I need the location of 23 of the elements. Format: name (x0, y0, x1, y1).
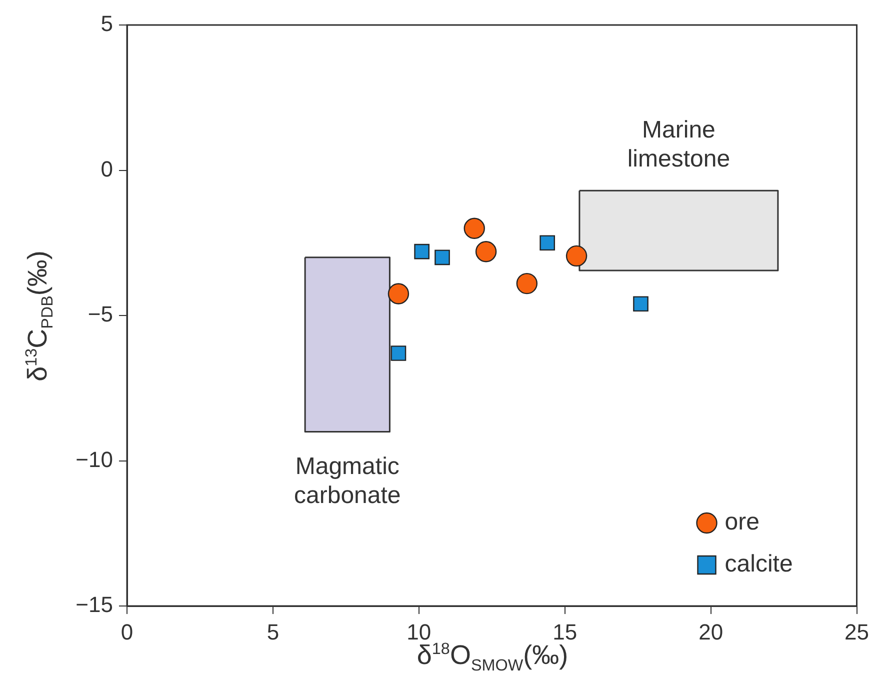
x-tick-label: 20 (698, 619, 724, 644)
point (516, 272, 538, 294)
x-tick-label: 25 (844, 619, 870, 644)
point (566, 245, 588, 267)
legend-label: calcite (724, 550, 793, 578)
y-tick-label: −15 (76, 592, 113, 618)
point (414, 244, 430, 260)
x-tick-label: 5 (266, 619, 280, 644)
y-tick-label: −5 (88, 302, 113, 327)
legend-label: ore (724, 508, 760, 536)
point (390, 346, 406, 361)
point (464, 218, 485, 239)
point (388, 283, 410, 304)
point (434, 250, 450, 266)
point (633, 296, 648, 312)
y-tick-label: −10 (76, 446, 113, 472)
annotation: Marine limestone (627, 116, 730, 173)
x-tick-label: 0 (120, 619, 134, 644)
y-tick-label: 0 (100, 156, 113, 182)
point (540, 235, 556, 251)
annotation: Magmatic carbonate (294, 452, 401, 509)
y-tick-label: 5 (100, 11, 113, 36)
point (475, 240, 497, 262)
